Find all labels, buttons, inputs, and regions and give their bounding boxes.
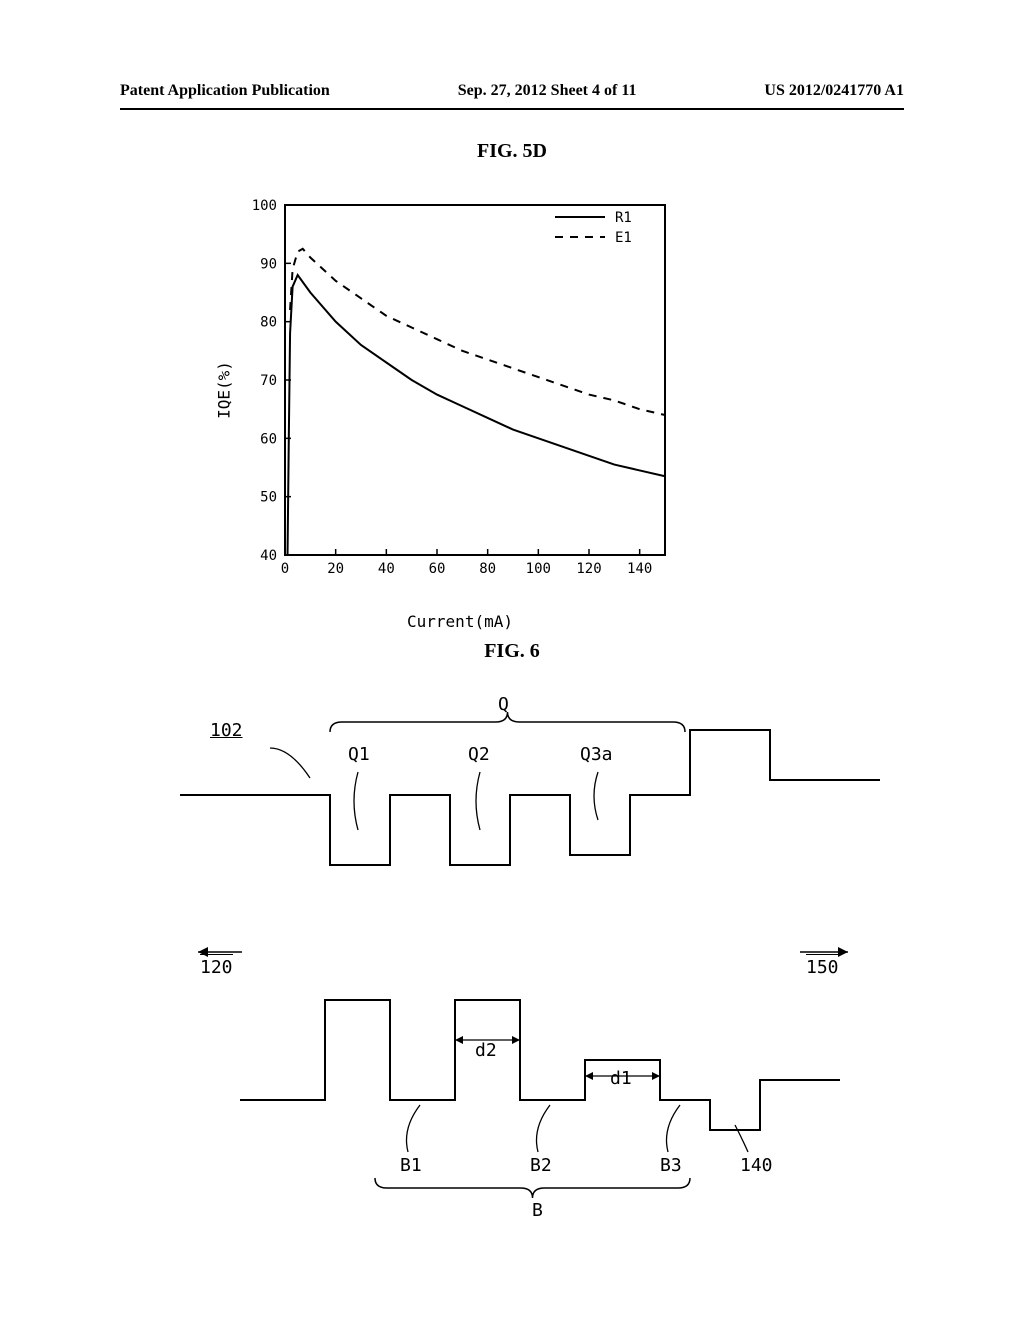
fig6-Q2: Q2 bbox=[468, 744, 490, 765]
svg-text:R1: R1 bbox=[615, 210, 632, 226]
fig6-d1: d1 bbox=[610, 1068, 632, 1089]
fig6-svg bbox=[180, 700, 880, 1220]
fig5d-ylabel: IQE(%) bbox=[214, 361, 233, 419]
fig5d-chart: 020406080100120140405060708090100R1E1 IQ… bbox=[245, 195, 675, 585]
svg-text:140: 140 bbox=[627, 561, 652, 577]
fig6-B2: B2 bbox=[530, 1155, 552, 1176]
svg-text:0: 0 bbox=[281, 561, 289, 577]
header-right: US 2012/0241770 A1 bbox=[764, 82, 904, 100]
fig6-Q: Q bbox=[498, 694, 509, 715]
fig6-title: FIG. 6 bbox=[0, 640, 1024, 663]
svg-text:40: 40 bbox=[260, 548, 277, 564]
svg-text:40: 40 bbox=[378, 561, 395, 577]
svg-text:20: 20 bbox=[327, 561, 344, 577]
header-rule bbox=[120, 108, 904, 110]
svg-text:70: 70 bbox=[260, 373, 277, 389]
fig6-Q3a: Q3a bbox=[580, 744, 613, 765]
svg-text:120: 120 bbox=[576, 561, 601, 577]
svg-text:100: 100 bbox=[252, 198, 277, 214]
fig6-ref102: 102 bbox=[210, 720, 243, 741]
fig5d-title: FIG. 5D bbox=[0, 140, 1024, 163]
header-center: Sep. 27, 2012 Sheet 4 of 11 bbox=[458, 82, 637, 100]
fig6-Q1: Q1 bbox=[348, 744, 370, 765]
svg-text:80: 80 bbox=[479, 561, 496, 577]
fig6-diagram: 102 Q Q1 Q2 Q3a 120 150 d2 d1 B1 B2 B3 1… bbox=[180, 700, 880, 1200]
fig6-ref150: 150 bbox=[806, 954, 839, 978]
svg-text:50: 50 bbox=[260, 490, 277, 506]
fig5d-xlabel: Current(mA) bbox=[245, 612, 675, 631]
fig6-B1: B1 bbox=[400, 1155, 422, 1176]
svg-text:100: 100 bbox=[526, 561, 551, 577]
fig6-B3: B3 bbox=[660, 1155, 682, 1176]
svg-text:60: 60 bbox=[260, 431, 277, 447]
fig6-ref140: 140 bbox=[740, 1155, 773, 1176]
svg-text:60: 60 bbox=[429, 561, 446, 577]
page-header: Patent Application Publication Sep. 27, … bbox=[120, 82, 904, 100]
header-left: Patent Application Publication bbox=[120, 82, 330, 100]
fig6-ref120: 120 bbox=[200, 954, 233, 978]
svg-text:80: 80 bbox=[260, 315, 277, 331]
fig6-B: B bbox=[532, 1200, 543, 1221]
fig5d-chart-svg: 0 20 40 60 80 100 120 140 40 50 60 70 80 90 100 R1 E1 bbox=[245, 195, 675, 585]
svg-text:90: 90 bbox=[260, 256, 277, 272]
fig6-d2: d2 bbox=[475, 1040, 497, 1061]
svg-text:E1: E1 bbox=[615, 230, 632, 246]
